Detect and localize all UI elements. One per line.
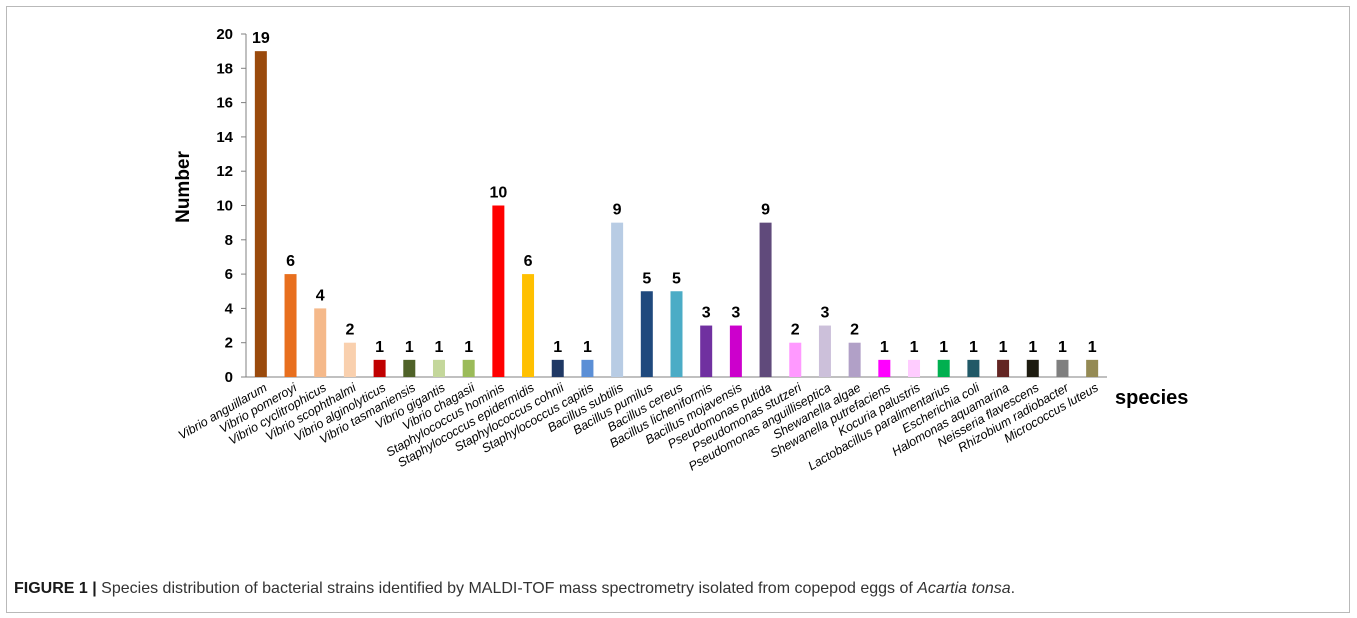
y-tick-label: 0 bbox=[225, 369, 233, 386]
data-label: 6 bbox=[524, 253, 533, 270]
bar bbox=[432, 359, 445, 377]
bar bbox=[284, 274, 297, 377]
bar bbox=[611, 222, 624, 377]
y-tick-label: 20 bbox=[216, 26, 233, 43]
bar bbox=[254, 51, 267, 378]
bar bbox=[967, 359, 980, 377]
data-label: 2 bbox=[791, 322, 800, 339]
data-label: 3 bbox=[731, 305, 740, 322]
caption-end: . bbox=[1010, 580, 1016, 597]
data-label: 1 bbox=[939, 339, 948, 356]
data-label: 1 bbox=[910, 339, 919, 356]
figure-frame bbox=[6, 6, 1350, 613]
bar bbox=[759, 222, 772, 377]
bar bbox=[581, 359, 594, 377]
data-label: 1 bbox=[405, 339, 414, 356]
y-tick-label: 18 bbox=[216, 60, 233, 77]
bar bbox=[551, 359, 564, 377]
data-label: 1 bbox=[583, 339, 592, 356]
bar bbox=[462, 359, 475, 377]
data-label: 1 bbox=[999, 339, 1008, 356]
y-axis-title: Number bbox=[173, 151, 194, 223]
data-label: 1 bbox=[1088, 339, 1097, 356]
bar bbox=[343, 342, 356, 377]
bar bbox=[1086, 359, 1099, 377]
bar bbox=[700, 325, 713, 377]
y-tick-label: 6 bbox=[225, 266, 233, 283]
y-tick-label: 12 bbox=[216, 163, 233, 180]
bar bbox=[1056, 359, 1069, 377]
data-label: 4 bbox=[316, 287, 325, 304]
data-label: 19 bbox=[252, 30, 270, 47]
data-label: 1 bbox=[435, 339, 444, 356]
data-label: 1 bbox=[1058, 339, 1067, 356]
bar bbox=[937, 359, 950, 377]
bar bbox=[640, 291, 653, 377]
y-axis: 0 2 4 6 8 10 12 14 16 18 20 bbox=[216, 26, 247, 386]
bar bbox=[373, 359, 386, 377]
bar bbox=[789, 342, 802, 377]
bar bbox=[729, 325, 742, 377]
y-tick-label: 4 bbox=[225, 300, 234, 317]
data-label: 1 bbox=[375, 339, 384, 356]
y-tick-label: 16 bbox=[216, 95, 233, 112]
bar bbox=[314, 308, 327, 377]
caption-text: Species distribution of bacterial strain… bbox=[101, 580, 913, 597]
bar bbox=[997, 359, 1010, 377]
data-label: 1 bbox=[553, 339, 562, 356]
bar bbox=[818, 325, 831, 377]
data-label: 1 bbox=[464, 339, 473, 356]
y-tick-label: 14 bbox=[216, 129, 233, 146]
data-label: 1 bbox=[880, 339, 889, 356]
y-tick-label: 8 bbox=[225, 232, 233, 249]
y-tick-label: 10 bbox=[216, 198, 233, 215]
data-label: 6 bbox=[286, 253, 295, 270]
data-label: 9 bbox=[761, 202, 770, 219]
bar bbox=[878, 359, 891, 377]
data-label: 3 bbox=[820, 305, 829, 322]
data-label: 5 bbox=[672, 270, 681, 287]
data-label: 10 bbox=[489, 185, 507, 202]
x-axis-title: species bbox=[1115, 387, 1188, 409]
data-label: 3 bbox=[702, 305, 711, 322]
bar bbox=[848, 342, 861, 377]
data-label: 2 bbox=[345, 322, 354, 339]
figure-label: FIGURE 1 | bbox=[14, 580, 97, 597]
bar bbox=[492, 205, 505, 377]
bar bbox=[403, 359, 416, 377]
bar bbox=[522, 274, 535, 377]
bars bbox=[254, 51, 1099, 378]
data-label: 5 bbox=[642, 270, 651, 287]
caption-species: Acartia tonsa bbox=[917, 580, 1011, 597]
y-tick-label: 2 bbox=[225, 335, 233, 352]
figure-caption: FIGURE 1 | Species distribution of bacte… bbox=[14, 580, 1334, 598]
bar bbox=[670, 291, 683, 377]
bar bbox=[908, 359, 921, 377]
data-label: 1 bbox=[1028, 339, 1037, 356]
data-label: 2 bbox=[850, 322, 859, 339]
data-label: 9 bbox=[613, 202, 622, 219]
data-label: 1 bbox=[969, 339, 978, 356]
bar bbox=[1026, 359, 1039, 377]
